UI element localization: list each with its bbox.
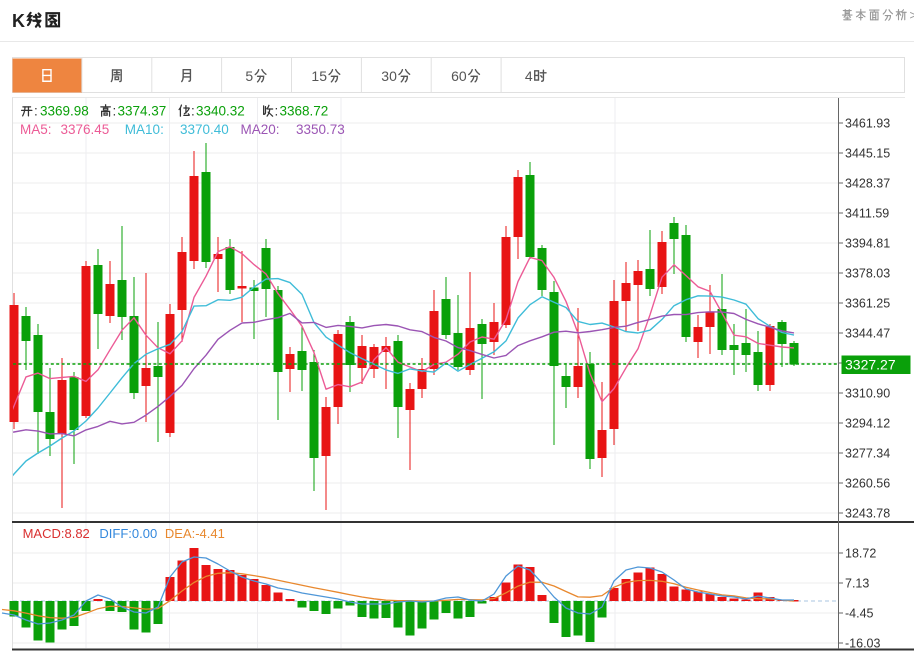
svg-text:3374.37: 3374.37 xyxy=(118,104,167,119)
svg-text:DIFF:0.00: DIFF:0.00 xyxy=(99,526,157,541)
svg-text:3344.47: 3344.47 xyxy=(845,327,890,341)
svg-text:3445.15: 3445.15 xyxy=(845,147,890,161)
svg-text:MA20:: MA20: xyxy=(241,122,280,137)
svg-text:18.72: 18.72 xyxy=(845,547,876,561)
svg-text:3243.78: 3243.78 xyxy=(845,507,890,521)
svg-text::: : xyxy=(113,104,117,119)
svg-text:3310.90: 3310.90 xyxy=(845,387,890,401)
svg-text:7.13: 7.13 xyxy=(845,577,869,591)
svg-text:3394.81: 3394.81 xyxy=(845,237,890,251)
svg-text:K: K xyxy=(12,11,25,31)
svg-text:3368.72: 3368.72 xyxy=(280,104,329,119)
svg-text:3376.45: 3376.45 xyxy=(61,122,110,137)
svg-text:3327.27: 3327.27 xyxy=(845,357,896,373)
svg-text::: : xyxy=(275,104,279,119)
svg-text:-4.45: -4.45 xyxy=(845,607,874,621)
svg-text:3277.34: 3277.34 xyxy=(845,447,890,461)
svg-text:3: 3 xyxy=(381,68,389,84)
svg-text:3428.37: 3428.37 xyxy=(845,177,890,191)
svg-text:0: 0 xyxy=(389,68,397,84)
svg-text:MA5:: MA5: xyxy=(20,122,52,137)
svg-text:3411.59: 3411.59 xyxy=(845,207,889,221)
svg-text::: : xyxy=(34,104,38,119)
svg-text:3378.03: 3378.03 xyxy=(845,267,890,281)
svg-text:0: 0 xyxy=(459,68,467,84)
svg-text:3370.40: 3370.40 xyxy=(180,122,229,137)
svg-text:MACD:8.82: MACD:8.82 xyxy=(23,526,90,541)
svg-text:>: > xyxy=(910,9,914,23)
svg-text:3369.98: 3369.98 xyxy=(40,104,89,119)
svg-text:4: 4 xyxy=(525,68,533,84)
svg-text:3340.32: 3340.32 xyxy=(196,104,245,119)
svg-text:-16.03: -16.03 xyxy=(845,637,880,651)
svg-text:1: 1 xyxy=(311,68,319,84)
svg-text:5: 5 xyxy=(245,68,253,84)
svg-text:3260.56: 3260.56 xyxy=(845,477,890,491)
svg-text:3294.12: 3294.12 xyxy=(845,417,890,431)
svg-text:3350.73: 3350.73 xyxy=(296,122,345,137)
svg-text:3461.93: 3461.93 xyxy=(845,117,890,131)
svg-text:DEA:-4.41: DEA:-4.41 xyxy=(165,526,225,541)
svg-text::: : xyxy=(191,104,195,119)
svg-text:3361.25: 3361.25 xyxy=(845,297,890,311)
svg-text:6: 6 xyxy=(451,68,459,84)
svg-text:5: 5 xyxy=(319,68,327,84)
svg-text:MA10:: MA10: xyxy=(125,122,164,137)
